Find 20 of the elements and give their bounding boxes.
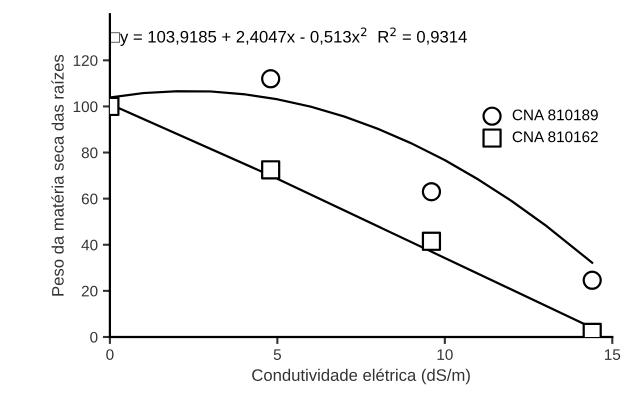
point — [261, 69, 280, 88]
x-axis-title: Condutividade elétrica (dS/m) — [252, 368, 470, 384]
point — [261, 160, 280, 180]
x-tick-label: 10 — [438, 349, 453, 360]
y-tick-label: 80 — [82, 147, 98, 158]
y-tick-label: 0 — [90, 332, 98, 343]
x-tick-label: 0 — [106, 349, 114, 360]
y-axis-title: Peso da matéria seca das raízes — [51, 54, 64, 296]
legend-label: CNA 810162 — [512, 131, 598, 142]
y-tick-label: 100 — [74, 101, 98, 112]
y-tick-label: 60 — [82, 194, 98, 204]
point — [582, 270, 602, 290]
legend-label: CNA 810189 — [512, 110, 598, 120]
y-tick-label: 120 — [74, 55, 98, 66]
y-tick-label: 20 — [82, 286, 98, 297]
x-tick-label: 5 — [274, 349, 281, 360]
point — [422, 232, 442, 251]
x-tick-label: 15 — [604, 349, 620, 360]
y-tick-label: 40 — [81, 240, 98, 250]
point — [422, 182, 442, 202]
